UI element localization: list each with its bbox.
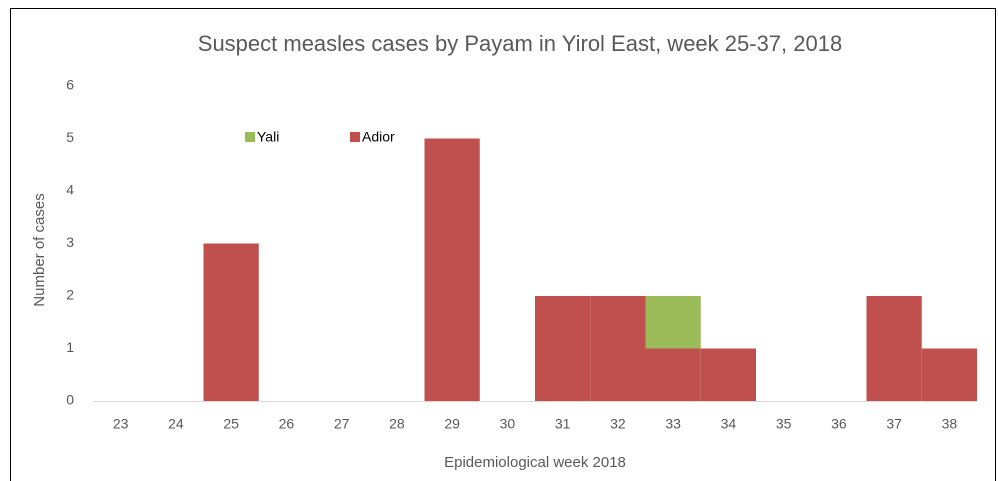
y-tick-label: 6 (66, 77, 74, 93)
y-tick-label: 2 (66, 287, 74, 303)
y-tick-label: 3 (66, 234, 74, 250)
bar (645, 348, 701, 401)
legend-swatch (245, 132, 255, 142)
y-tick-label: 0 (66, 392, 74, 408)
legend-swatch (350, 132, 360, 142)
chart-title: Suspect measles cases by Payam in Yirol … (198, 31, 842, 56)
bar (590, 296, 646, 401)
x-tick-label: 27 (334, 416, 350, 432)
x-tick-label: 29 (444, 416, 460, 432)
legend-label: Adior (362, 129, 395, 145)
y-tick-label: 5 (66, 129, 74, 145)
bar (645, 296, 701, 349)
x-tick-label: 28 (389, 416, 405, 432)
bar (535, 296, 591, 401)
y-tick-label: 1 (66, 339, 74, 355)
y-tick-label: 4 (66, 182, 74, 198)
x-tick-label: 35 (776, 416, 792, 432)
x-tick-label: 36 (831, 416, 847, 432)
x-tick-label: 24 (168, 416, 184, 432)
x-axis-label: Epidemiological week 2018 (444, 454, 626, 471)
x-tick-label: 32 (610, 416, 626, 432)
bar (921, 348, 977, 401)
bar (866, 296, 922, 401)
x-tick-label: 33 (665, 416, 681, 432)
legend-label: Yali (257, 129, 279, 145)
bar (203, 243, 259, 401)
bar (700, 348, 756, 401)
x-tick-label: 34 (721, 416, 737, 432)
bar (424, 138, 480, 401)
x-tick-label: 38 (942, 416, 958, 432)
x-tick-label: 31 (555, 416, 571, 432)
x-tick-label: 37 (886, 416, 902, 432)
y-axis-label: Number of cases (31, 193, 48, 306)
x-tick-label: 25 (223, 416, 239, 432)
chart-border (10, 8, 996, 481)
x-tick-label: 26 (279, 416, 295, 432)
x-tick-label: 23 (113, 416, 129, 432)
x-tick-label: 30 (500, 416, 516, 432)
